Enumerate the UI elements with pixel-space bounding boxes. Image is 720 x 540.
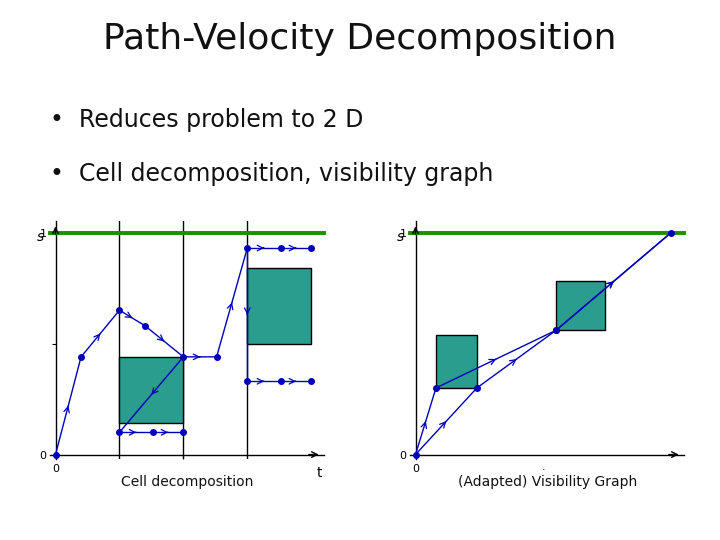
Bar	[436, 335, 477, 388]
Text: •  Cell decomposition, visibility graph: • Cell decomposition, visibility graph	[50, 162, 494, 186]
Text: Cell decomposition: Cell decomposition	[121, 475, 253, 489]
Text: Path-Velocity Decomposition: Path-Velocity Decomposition	[103, 22, 617, 56]
Text: t: t	[316, 465, 322, 480]
Bar	[120, 357, 184, 423]
Text: .: .	[541, 462, 545, 472]
Bar	[247, 268, 311, 343]
Bar	[556, 281, 605, 330]
Text: •  Reduces problem to 2 D: • Reduces problem to 2 D	[50, 108, 364, 132]
Text: s: s	[37, 230, 44, 244]
Text: (Adapted) Visibility Graph: (Adapted) Visibility Graph	[458, 475, 636, 489]
Text: s: s	[397, 230, 404, 244]
